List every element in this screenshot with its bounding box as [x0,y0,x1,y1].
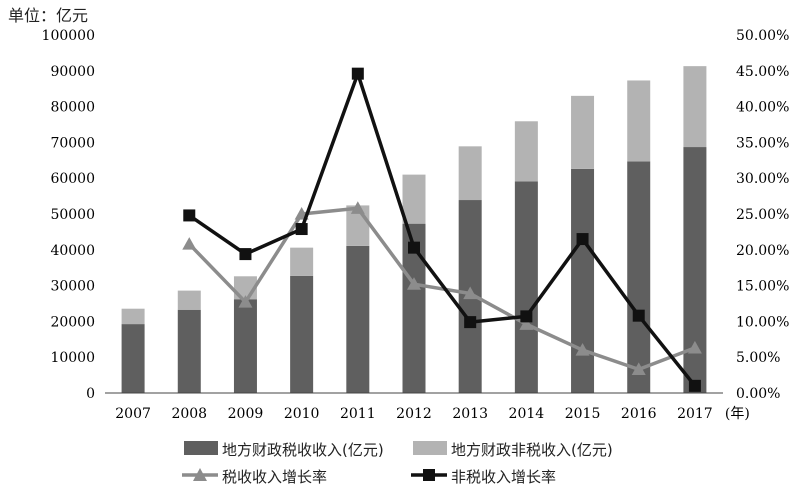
tax-growth-point [519,317,534,330]
y-right-tick-label: 45.00% [736,64,789,80]
y-left-tick-label: 30000 [50,279,95,295]
nontax-growth-point [688,379,701,392]
tax-growth-point [631,362,646,375]
bar-nontax-2014 [514,121,538,182]
legend-marker-tax-growth [193,468,207,481]
tax-growth-point [463,286,478,300]
bar-tax-2008 [177,309,201,393]
y-right-tick-label: 20.00% [736,243,789,259]
x-tick-label: 2010 [284,406,320,422]
x-tick-label: 2016 [621,406,657,422]
legend-swatch-nontax-revenue [413,441,447,455]
bar-tax-2016 [627,161,651,393]
bar-tax-2017 [683,147,707,393]
bar-tax-2009 [233,299,257,393]
x-tick-label: 2011 [340,406,376,422]
x-tick-label: 2012 [396,406,432,422]
tax-growth-point [182,237,197,250]
y-right-tick-label: 50.00% [736,28,789,44]
tax-growth-point [350,201,365,214]
nontax-growth-point [632,309,645,322]
y-left-tick-label: 80000 [50,100,95,116]
y-left-tick-label: 90000 [50,64,95,80]
bar-nontax-2016 [627,80,651,162]
y-right-tick-label: 35.00% [736,135,789,151]
x-tick-label: 2017 [677,406,713,422]
bar-tax-2010 [290,275,314,393]
line-layer [182,67,702,392]
bar-nontax-2012 [402,174,426,224]
bar-nontax-2010 [290,247,314,276]
y-right-tick-label: 0.00% [736,386,780,402]
tax-growth-point [407,277,421,290]
tax-growth-point [575,343,590,356]
y-left-tick-label: 0 [86,386,95,402]
y-left-tick-label: 100000 [42,28,95,44]
bar-tax-2011 [346,245,370,393]
y-right-tick-label: 40.00% [736,100,789,116]
bar-tax-2012 [402,223,426,393]
y-left-tick-label: 40000 [50,243,95,259]
x-tick-label: 2015 [565,406,601,422]
bar-nontax-2015 [571,95,595,169]
tick-layer: 0 10000 20000 30000 40000 50000 60000 70000 8000… [42,28,790,422]
nontax-growth-point [295,223,308,236]
tax-growth-point [238,295,253,308]
bar-nontax-2007 [121,308,145,325]
bar-nontax-2008 [177,290,201,310]
bar-tax-2007 [121,324,145,393]
y-left-tick-label: 60000 [50,171,95,187]
legend-marks [182,441,447,481]
bar-tax-2015 [571,168,595,393]
bar-nontax-2017 [683,66,707,148]
x-tick-label: 2008 [171,406,207,422]
nontax-growth-point [576,233,589,246]
tax-growth-point [687,340,702,354]
nontax-growth-point [520,310,533,323]
legend-marker-nontax-growth [423,469,435,481]
x-tick-label: 2013 [452,406,488,422]
y-right-tick-label: 25.00% [736,207,789,223]
nontax-growth-point [464,316,477,329]
nontax-growth-line [188,71,697,387]
unit-label: 单位：亿元 [8,6,89,25]
x-tick-label: 2014 [509,406,545,422]
y-right-tick-label: 30.00% [736,171,789,187]
y-right-tick-label: 5.00% [736,350,780,366]
y-right-tick-label: 10.00% [736,314,789,330]
nontax-growth-point [351,67,364,80]
y-left-tick-label: 50000 [50,207,95,223]
x-tick-label: 2009 [228,406,264,422]
y-left-tick-label: 70000 [50,135,95,151]
nontax-growth-point [239,248,252,261]
bar-tax-2014 [514,181,538,393]
y-left-tick-label: 10000 [50,350,95,366]
legend-swatch-tax-revenue [184,441,218,455]
nontax-growth-point [183,209,196,222]
bar-nontax-2013 [458,146,482,201]
y-left-tick-label: 20000 [50,314,95,330]
y-right-tick-label: 15.00% [736,279,789,295]
nontax-growth-point [408,241,420,254]
x-axis-year-suffix: (年) [725,406,750,422]
x-tick-label: 2007 [115,406,151,422]
tax-growth-line [188,206,696,372]
